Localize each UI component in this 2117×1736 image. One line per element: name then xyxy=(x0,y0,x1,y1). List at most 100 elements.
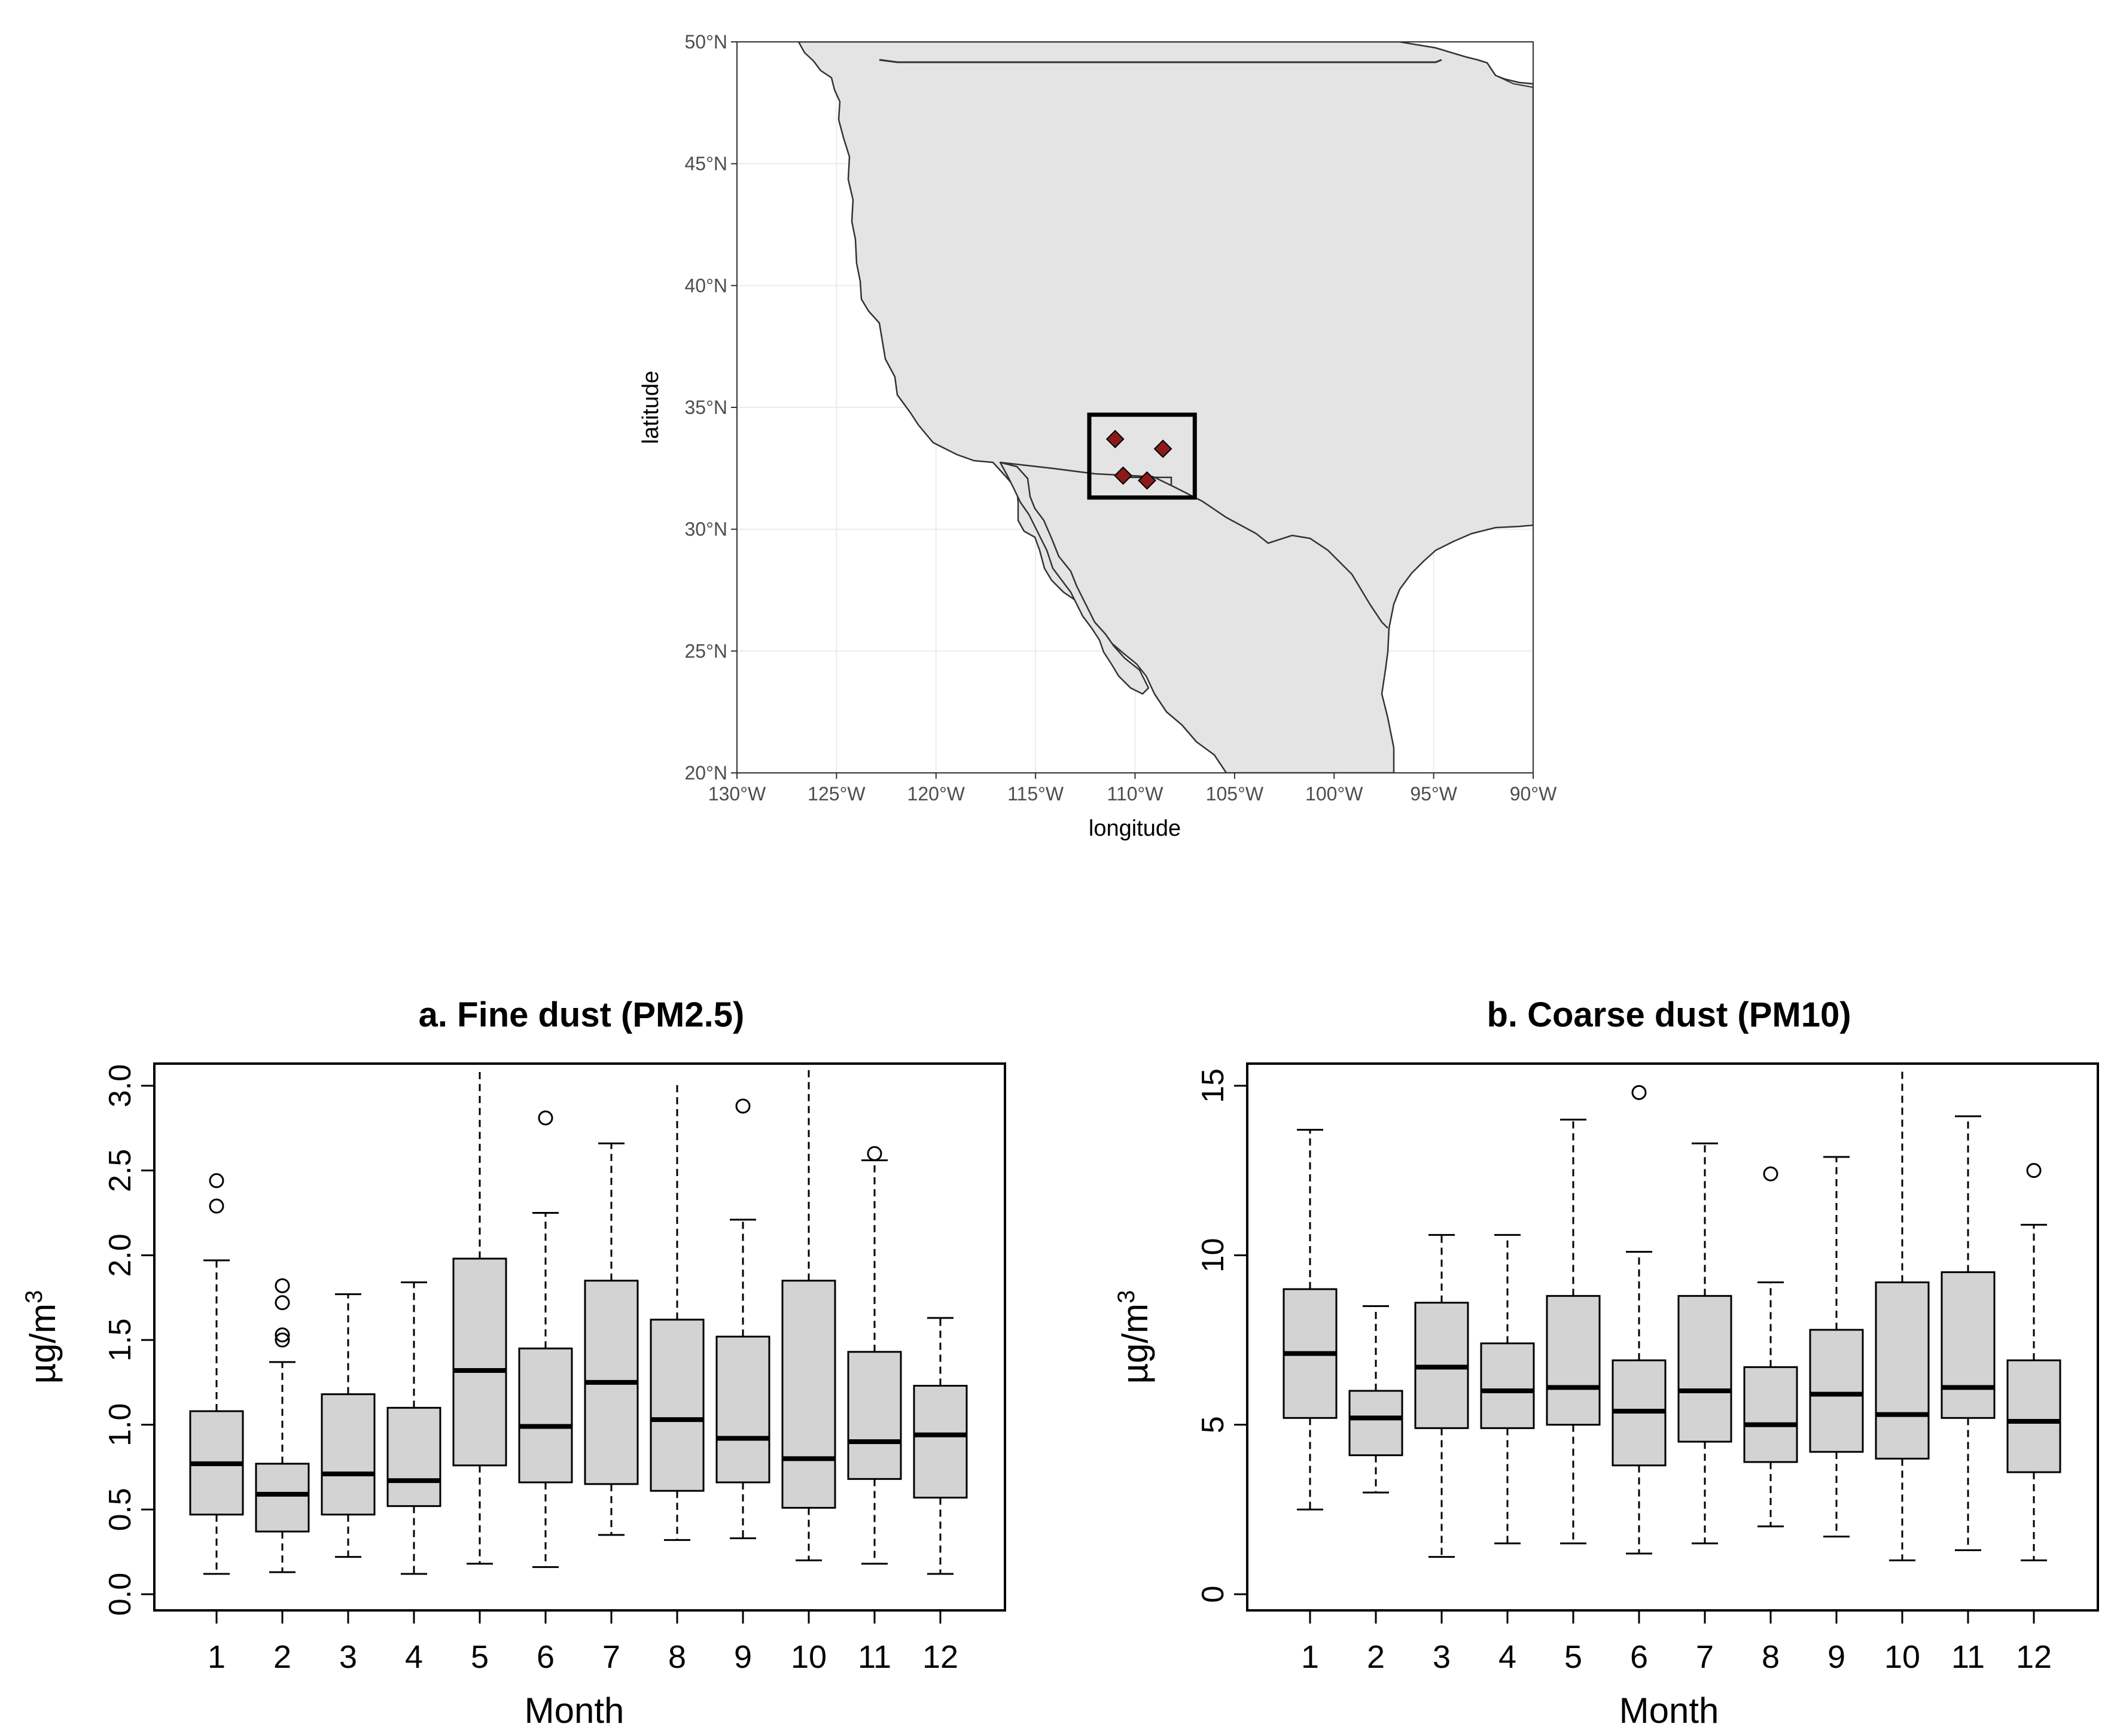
outlier-point xyxy=(275,1327,290,1342)
iqr-box xyxy=(913,1385,968,1499)
x-tick-label: 2 xyxy=(273,1639,291,1675)
x-tick-label: 1 xyxy=(1301,1639,1319,1675)
month-box-12 xyxy=(913,1317,968,1575)
x-tick-label: 10 xyxy=(791,1639,827,1675)
y-tick-label: 1.0 xyxy=(103,1403,138,1446)
outlier-point xyxy=(275,1332,290,1348)
y-tick-label: 10 xyxy=(1196,1238,1230,1272)
outlier-point xyxy=(275,1278,290,1293)
pm25-axis-ticks: 0.00.51.01.52.02.53.01 2 3 4 5 6 7 8 9 10 11 12 xyxy=(103,1064,958,1675)
pm25-y-axis-title: µg/m3 xyxy=(21,1290,63,1384)
outlier-point xyxy=(209,1198,224,1214)
iqr-box xyxy=(1941,1271,1996,1419)
month-box-6 xyxy=(1612,1085,1667,1555)
map-x-tick-label: 95°W xyxy=(1410,783,1457,805)
x-tick-label: 9 xyxy=(734,1639,752,1675)
iqr-box xyxy=(847,1351,902,1480)
iqr-box xyxy=(518,1347,573,1484)
month-box-9 xyxy=(715,1098,770,1539)
iqr-box xyxy=(1677,1295,1732,1443)
month-box-7 xyxy=(584,1142,639,1536)
pm10-y-axis-title: µg/m3 xyxy=(1113,1290,1155,1384)
site-marker xyxy=(1105,430,1125,449)
y-tick-label: 15 xyxy=(1196,1068,1230,1103)
map-x-tick-label: 130°W xyxy=(708,783,766,805)
x-tick-label: 10 xyxy=(1884,1639,1920,1675)
month-box-9 xyxy=(1809,1156,1864,1538)
x-tick-label: 8 xyxy=(1762,1639,1780,1675)
outlier-point xyxy=(209,1173,224,1189)
x-tick-label: 3 xyxy=(339,1639,357,1675)
baja-california-peninsula xyxy=(999,461,1150,695)
iqr-box xyxy=(2006,1359,2061,1473)
map-panel: 130°W 125°W 120°W 115°W 110°W 105°W 100°W 95°W 9… xyxy=(638,31,1557,841)
pm25-plot-frame xyxy=(153,1062,1006,1612)
outlier-point xyxy=(1763,1166,1778,1181)
outlier-point xyxy=(2026,1163,2042,1178)
y-tick-label: 0.0 xyxy=(103,1573,138,1616)
pm10-plot-frame xyxy=(1246,1062,2099,1612)
map-y-tick-label: 35°N xyxy=(685,397,728,418)
iqr-box xyxy=(386,1406,441,1507)
month-box-11 xyxy=(847,1146,902,1565)
map-axis-ticks: 130°W 125°W 120°W 115°W 110°W 105°W 100°W 95°W 9… xyxy=(685,31,1558,805)
pm10-title: b. Coarse dust (PM10) xyxy=(1487,995,1851,1034)
great-lakes-coast xyxy=(1495,75,1533,88)
x-tick-label: 6 xyxy=(1630,1639,1648,1675)
map-y-tick-label: 50°N xyxy=(685,31,728,53)
map-x-tick-label: 110°W xyxy=(1107,783,1163,805)
iqr-box xyxy=(452,1257,507,1467)
map-y-axis-title: latitude xyxy=(638,371,663,444)
monitoring-sites xyxy=(1105,430,1172,490)
x-tick-label: 8 xyxy=(668,1639,686,1675)
iqr-box xyxy=(1809,1329,1864,1453)
month-box-3 xyxy=(321,1293,376,1558)
map-x-tick-label: 115°W xyxy=(1007,783,1064,805)
x-tick-label: 12 xyxy=(922,1639,958,1675)
y-tick-label: 1.5 xyxy=(103,1318,138,1362)
iqr-box xyxy=(1348,1390,1403,1457)
month-box-12 xyxy=(2006,1163,2061,1561)
pm25-x-axis-title: Month xyxy=(525,1691,625,1731)
x-tick-label: 3 xyxy=(1433,1639,1451,1675)
month-box-2 xyxy=(1348,1305,1403,1494)
pm25-boxplot: a. Fine dust (PM2.5) 0.0 0.5 1.0 1.5 2.0 2.5 3… xyxy=(21,995,1006,1731)
y-tick-label: 3.0 xyxy=(103,1064,138,1107)
x-tick-label: 1 xyxy=(208,1639,226,1675)
month-box-10 xyxy=(781,1068,836,1561)
map-y-tick-label: 40°N xyxy=(685,275,728,296)
month-box-10 xyxy=(1875,1068,1930,1561)
outlier-point xyxy=(538,1110,553,1126)
x-tick-label: 5 xyxy=(1564,1639,1582,1675)
iqr-box xyxy=(1743,1366,1798,1463)
map-y-tick-label: 30°N xyxy=(685,519,728,540)
iqr-box xyxy=(1480,1342,1535,1429)
x-tick-label: 4 xyxy=(1498,1639,1516,1675)
pm10-boxes xyxy=(1283,1068,2061,1561)
month-box-1 xyxy=(189,1173,244,1575)
month-box-4 xyxy=(1480,1234,1535,1545)
site-marker xyxy=(1114,466,1132,485)
map-x-tick-label: 120°W xyxy=(907,783,965,805)
month-box-11 xyxy=(1941,1115,1996,1551)
iqr-box xyxy=(650,1318,705,1492)
month-box-3 xyxy=(1414,1234,1469,1558)
x-tick-label: 11 xyxy=(1951,1639,1985,1675)
month-box-7 xyxy=(1677,1142,1732,1545)
study-region-box xyxy=(1087,412,1197,500)
y-tick-label: 0 xyxy=(1196,1586,1230,1603)
iqr-box xyxy=(1546,1295,1601,1426)
x-tick-label: 2 xyxy=(1367,1639,1385,1675)
iqr-box xyxy=(1875,1281,1930,1460)
month-box-2 xyxy=(255,1278,310,1573)
map-y-tick-label: 20°N xyxy=(685,762,728,784)
y-tick-label: 0.5 xyxy=(103,1488,138,1531)
x-tick-label: 7 xyxy=(602,1639,620,1675)
iqr-box xyxy=(321,1393,376,1516)
y-tick-label: 5 xyxy=(1196,1416,1230,1433)
pm25-title: a. Fine dust (PM2.5) xyxy=(419,995,745,1034)
month-box-5 xyxy=(452,1068,507,1565)
